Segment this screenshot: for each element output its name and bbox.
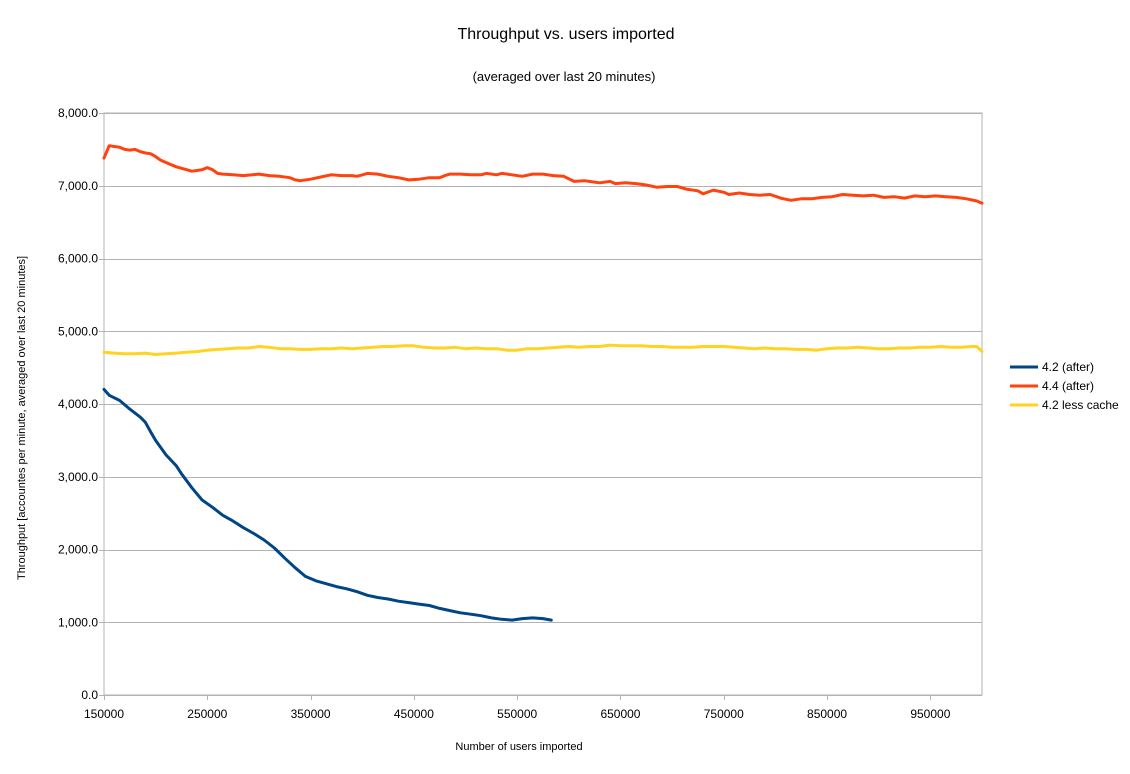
x-tick-label-1: 250000 (187, 707, 227, 721)
y-tick-label-3: 3,000.0 (58, 470, 98, 484)
x-tick-label-2: 350000 (291, 707, 331, 721)
x-axis-ticks: 150000 250000 350000 450000 550000 650000 7500… (84, 695, 951, 721)
x-axis-title: Number of users imported (455, 741, 582, 753)
y-axis-ticks: 0.0 1,000.0 2,000.0 3,000.0 4,000.0 5,000.0 6,… (58, 106, 104, 702)
legend: 4.2 (after) 4.4 (after) 4.2 less cache (1010, 360, 1119, 412)
legend-label-2: 4.2 less cache (1042, 398, 1119, 412)
series-line-2 (102, 343, 984, 356)
legend-label-0: 4.2 (after) (1042, 360, 1094, 374)
x-tick-label-8: 950000 (910, 707, 950, 721)
x-tick-label-0: 150000 (84, 707, 124, 721)
x-tick-label-5: 650000 (600, 707, 640, 721)
x-tick-label-3: 450000 (394, 707, 434, 721)
x-tick-label-6: 750000 (704, 707, 744, 721)
y-tick-label-4: 4,000.0 (58, 397, 98, 411)
series-line-0 (102, 387, 553, 622)
y-tick-label-2: 2,000.0 (58, 543, 98, 557)
x-tick-label-4: 550000 (497, 707, 537, 721)
series-lines (102, 144, 984, 622)
y-tick-label-6: 6,000.0 (58, 252, 98, 266)
y-tick-label-1: 1,000.0 (58, 615, 98, 629)
x-tick-label-7: 850000 (807, 707, 847, 721)
y-axis-title: Throughput [accountes per minute, averag… (16, 256, 28, 580)
chart-title: Throughput vs. users imported (458, 26, 675, 43)
gridlines (104, 113, 982, 696)
y-tick-label-8: 8,000.0 (58, 106, 98, 120)
y-tick-label-5: 5,000.0 (58, 324, 98, 338)
series-line-1 (102, 144, 984, 205)
legend-label-1: 4.4 (after) (1042, 379, 1094, 393)
y-tick-label-7: 7,000.0 (58, 179, 98, 193)
chart-subtitle: (averaged over last 20 minutes) (473, 69, 656, 84)
y-tick-label-0: 0.0 (81, 688, 98, 702)
